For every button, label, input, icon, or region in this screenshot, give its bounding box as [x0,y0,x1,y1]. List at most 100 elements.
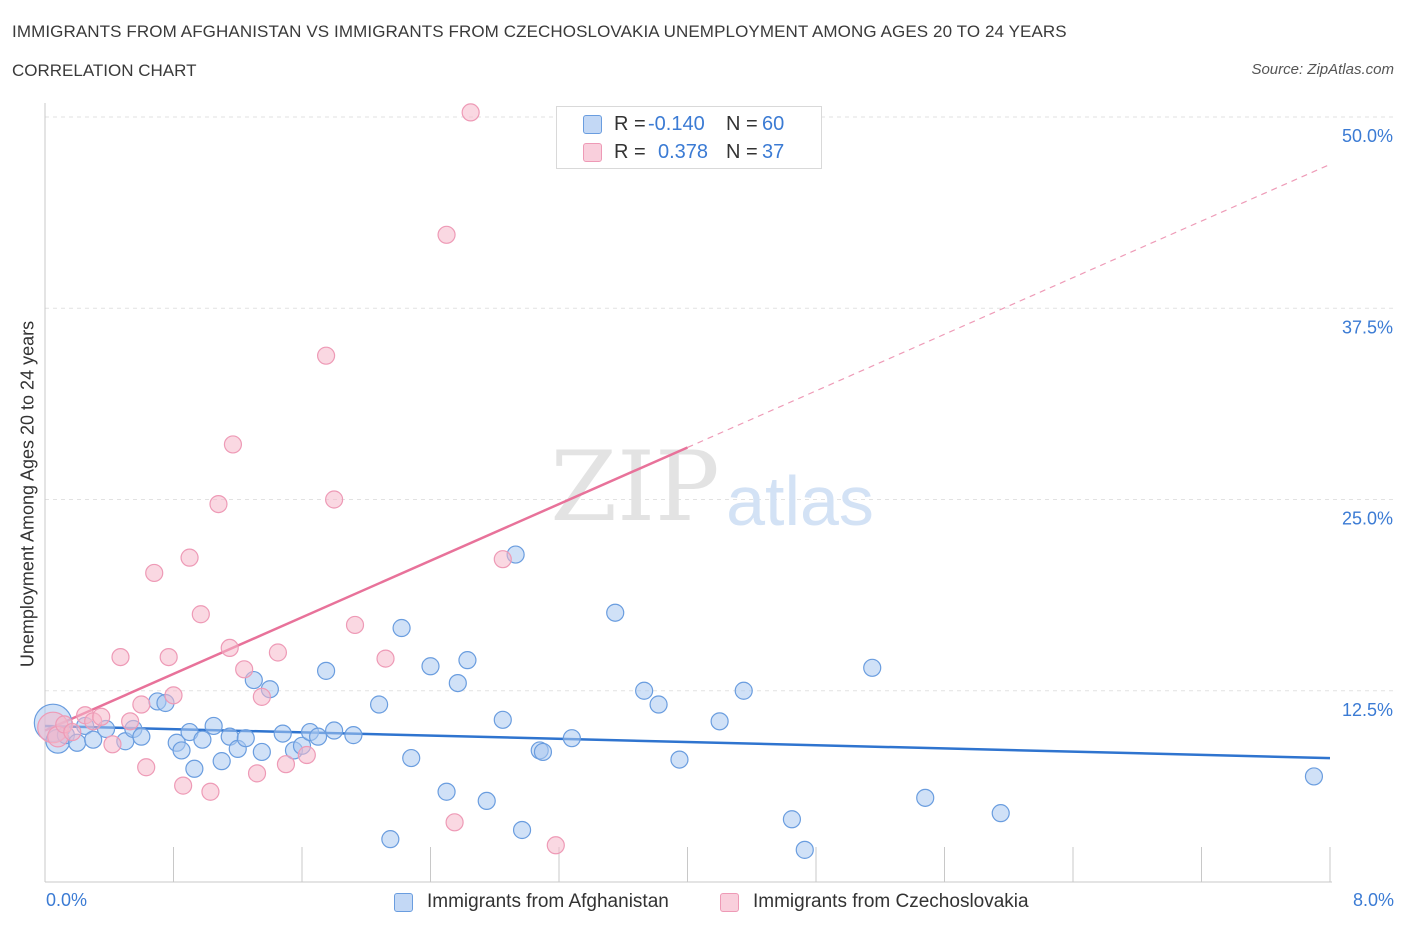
point-afghanistan [381,830,400,849]
point-czechoslovakia [376,649,395,668]
point-czechoslovakia [201,782,220,801]
legend-n-label: N = [726,140,758,163]
trend-line-afghanistan [44,724,1331,760]
point-afghanistan [421,657,440,676]
point-afghanistan [273,724,292,743]
point-czechoslovakia [174,776,193,795]
axes [44,103,1332,883]
point-czechoslovakia [316,346,336,365]
point-afghanistan [782,810,802,829]
point-czechoslovakia [220,638,239,658]
trend-lines [44,163,1331,760]
legend-r-label: R = [614,140,646,163]
point-afghanistan [649,695,668,714]
point-afghanistan [193,730,212,749]
legend-r-label: R = [614,112,646,135]
point-czechoslovakia [209,494,228,514]
y-tick-label: 50.0% [1342,126,1393,146]
point-czechoslovakia [92,707,111,726]
point-afghanistan [493,710,512,729]
point-czechoslovakia [164,686,183,705]
point-afghanistan [458,651,477,670]
point-afghanistan [991,804,1010,823]
grid-lines [45,116,1395,692]
point-czechoslovakia [461,103,480,122]
legend-swatch-blue [583,114,602,134]
point-afghanistan [562,729,581,748]
point-czechoslovakia [132,695,151,714]
y-axis-label: Unemployment Among Ages 20 to 24 years [17,320,38,668]
stats-legend: R = -0.140 N = 60 R = 0.378 N = 37 [556,106,822,169]
point-czechoslovakia [325,490,344,509]
point-czechoslovakia [159,647,178,667]
watermark: ZIP atlas [550,431,874,543]
y-tick-label: 37.5% [1342,317,1393,337]
point-afghanistan [132,727,151,746]
point-afghanistan [606,603,625,622]
tick-labels: 12.5% 25.0% 37.5% 50.0% [1342,126,1393,720]
point-afghanistan [916,788,935,807]
point-czechoslovakia [345,615,365,635]
point-afghanistan [1304,767,1324,786]
point-afghanistan [212,752,231,771]
point-czechoslovakia [546,836,565,855]
point-czechoslovakia [247,764,267,783]
legend-swatch-pink [720,892,739,912]
trend-line-czechoslovakia [44,446,689,732]
point-czechoslovakia [191,605,210,624]
point-czechoslovakia [111,647,130,667]
watermark-atlas: atlas [726,462,874,540]
point-czechoslovakia [252,687,271,706]
point-czechoslovakia [276,755,296,774]
x-tick-min: 0.0% [46,890,88,910]
point-afghanistan [670,750,689,769]
legend-swatch-blue [394,892,413,912]
legend-row-czechoslovakia: R = 0.378 N = 37 [583,139,784,165]
point-afghanistan [448,673,467,693]
point-afghanistan [710,712,729,731]
point-czechoslovakia [180,548,199,567]
point-afghanistan [204,716,223,736]
point-czechoslovakia [63,722,82,742]
point-afghanistan [437,782,456,801]
legend-swatch-pink [583,142,602,162]
point-afghanistan [172,741,191,760]
legend-r-value: -0.140 [648,112,705,135]
point-czechoslovakia [437,225,456,244]
point-afghanistan [316,661,336,680]
point-afghanistan [477,791,496,811]
point-czechoslovakia [223,435,243,454]
point-afghanistan [252,742,271,762]
point-afghanistan [392,618,411,638]
legend-row-afghanistan: R = -0.140 N = 60 [583,111,784,137]
point-czechoslovakia [121,712,140,731]
chart-subtitle: CORRELATION CHART [12,61,197,80]
point-czechoslovakia [268,643,288,662]
point-czechoslovakia [145,563,164,583]
legend-n-value: 37 [762,140,785,163]
point-czechoslovakia [235,660,254,679]
watermark-zip: ZIP [550,431,719,543]
point-afghanistan [734,681,753,700]
data-points [33,103,1324,859]
source-credit: Source: ZipAtlas.com [1251,61,1394,78]
legend-n-value: 60 [762,112,785,135]
point-afghanistan [863,658,882,677]
point-afghanistan [236,729,255,748]
point-czechoslovakia [137,758,156,777]
point-czechoslovakia [297,745,316,765]
x-tick-max: 8.0% [1352,890,1394,910]
y-tick-label: 25.0% [1342,509,1393,529]
point-afghanistan [185,759,204,778]
point-afghanistan [512,820,532,840]
point-afghanistan [635,681,654,700]
point-afghanistan [533,742,553,762]
point-afghanistan [344,726,363,745]
chart-title: IMMIGRANTS FROM AFGHANISTAN VS IMMIGRANT… [12,22,1067,41]
point-afghanistan [84,730,103,749]
point-afghanistan [402,748,421,768]
trend-line-czechoslovakia-extension [687,163,1331,449]
point-czechoslovakia [493,550,512,569]
legend-item-afghanistan: Immigrants from Afghanistan [394,889,669,915]
